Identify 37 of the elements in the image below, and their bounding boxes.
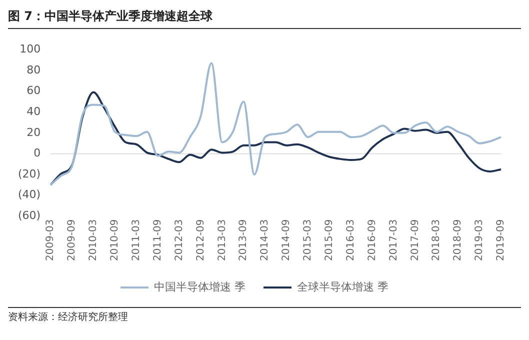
x-tick-label: 2018-03	[431, 219, 442, 262]
y-tick-label: 60	[26, 84, 41, 98]
line-series	[50, 62, 502, 186]
x-tick-label: 2019-03	[474, 219, 486, 262]
x-tick-label: 2017-09	[410, 219, 421, 262]
legend-label: 全球半导体增速 季	[297, 280, 388, 294]
x-tick-label: 2013-09	[238, 219, 250, 262]
x-tick-label: 2014-09	[281, 219, 292, 262]
y-tick-label: 0	[34, 146, 41, 160]
y-tick-label: (20)	[18, 167, 41, 180]
x-tick-label: 2012-09	[195, 219, 206, 262]
y-tick-label: 20	[26, 126, 41, 139]
x-tick-label: 2009-09	[66, 219, 78, 262]
x-tick-label: 2015-03	[302, 219, 314, 262]
x-tick-label: 2010-03	[88, 219, 100, 262]
y-tick-label: 80	[26, 63, 41, 76]
chart-title: 图 7：中国半导体产业季度增速超全球	[8, 8, 521, 29]
x-tick-label: 2009-03	[45, 219, 56, 262]
x-tick-label: 2016-09	[366, 219, 378, 262]
line-series	[50, 91, 502, 186]
x-tick-label: 2019-09	[496, 219, 507, 262]
y-tick-label: 100	[20, 42, 41, 56]
x-tick-label: 2014-03	[260, 219, 271, 262]
legend-label: 中国半导体增速 季	[154, 280, 246, 294]
x-tick-label: 2018-09	[452, 219, 464, 262]
x-tick-label: 2016-03	[345, 219, 356, 262]
x-tick-label: 2011-03	[130, 219, 142, 262]
x-tick-label: 2015-09	[324, 219, 336, 262]
x-tick-label: 2010-09	[110, 219, 121, 262]
y-tick-label: (40)	[18, 188, 41, 202]
x-tick-label: 2011-09	[152, 219, 164, 262]
y-tick-label: (60)	[18, 209, 41, 222]
x-tick-label: 2013-03	[216, 219, 228, 262]
x-tick-label: 2017-03	[388, 219, 400, 262]
x-tick-label: 2012-03	[174, 219, 185, 262]
y-tick-label: 40	[26, 104, 41, 118]
text: 资料来源：经济研究所整理	[8, 310, 521, 324]
